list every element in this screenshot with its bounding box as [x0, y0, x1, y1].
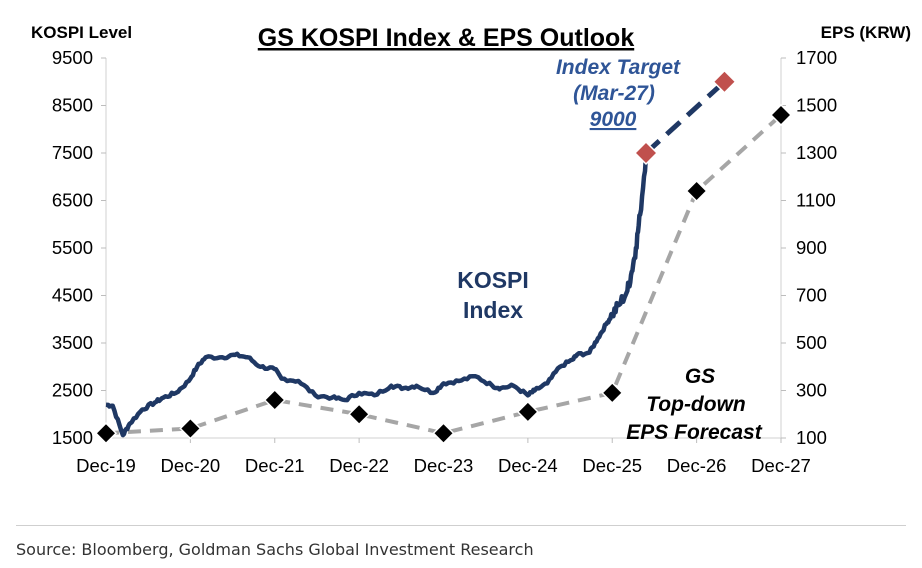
right-tick-label: 100: [796, 427, 827, 448]
chart: GS KOSPI Index & EPS Outlook KOSPI Level…: [31, 23, 911, 476]
left-tick-label: 4500: [52, 285, 93, 306]
x-tick-label: Dec-23: [414, 455, 474, 476]
left-tick-label: 2500: [52, 380, 93, 401]
eps-marker: [516, 400, 539, 423]
target-marker: [712, 69, 737, 94]
left-tick-label: 5500: [52, 237, 93, 258]
x-tick-label: Dec-26: [667, 455, 727, 476]
kospi-label-line1: KOSPI: [457, 267, 529, 293]
eps-forecast-line: [105, 113, 783, 436]
right-tick-label: 500: [796, 332, 827, 353]
left-axis-ticks: 1500 2500 3500 4500 5500 6500 7500 8500 9500: [52, 47, 106, 448]
right-axis-title: EPS (KRW): [821, 23, 911, 42]
index-target-annotation: Index Target (Mar-27) 9000: [556, 56, 681, 131]
eps-marker: [601, 381, 624, 404]
target-label-line3: 9000: [590, 108, 637, 131]
x-tick-label: Dec-24: [498, 455, 558, 476]
left-tick-label: 6500: [52, 190, 93, 211]
eps-annotation: GS Top-down EPS Forecast: [626, 365, 762, 444]
series-layer: [94, 69, 793, 445]
eps-label-line2: Top-down: [646, 393, 746, 416]
eps-label-line3: EPS Forecast: [626, 421, 762, 444]
right-tick-label: 1500: [796, 95, 837, 116]
kospi-index-line: [104, 155, 649, 438]
eps-marker: [769, 103, 793, 127]
x-tick-label: Dec-27: [751, 455, 811, 476]
x-tick-label: Dec-25: [582, 455, 642, 476]
right-tick-label: 300: [796, 380, 827, 401]
right-tick-label: 900: [796, 237, 827, 258]
eps-marker: [263, 388, 286, 412]
eps-marker: [685, 179, 708, 203]
target-marker: [633, 140, 659, 166]
source-note: Source: Bloomberg, Goldman Sachs Global …: [16, 540, 534, 559]
source-separator: [16, 525, 906, 526]
right-tick-label: 1100: [796, 190, 836, 211]
x-axis-ticks: Dec-19 Dec-20 Dec-21 Dec-22 Dec-23 Dec-24 Dec-…: [76, 438, 811, 476]
right-tick-label: 1300: [796, 142, 837, 163]
eps-marker: [348, 403, 371, 426]
index-target-line: [644, 79, 727, 155]
kospi-label-line2: Index: [463, 297, 523, 323]
kospi-annotation: KOSPI Index: [457, 267, 529, 323]
eps-marker: [94, 422, 118, 445]
target-label-line2: (Mar-27): [573, 82, 655, 105]
right-tick-label: 1700: [796, 47, 837, 68]
eps-marker: [432, 422, 455, 445]
eps-label-line1: GS: [685, 365, 715, 388]
x-tick-label: Dec-22: [329, 455, 389, 476]
target-label-line1: Index Target: [556, 56, 681, 79]
right-axis-ticks: 100 300 500 700 900 1100 1300 1500 1700: [781, 47, 837, 448]
right-tick-label: 700: [796, 285, 827, 306]
left-tick-label: 8500: [52, 95, 93, 116]
x-tick-label: Dec-20: [161, 455, 221, 476]
left-axis-title: KOSPI Level: [31, 23, 132, 42]
chart-title: GS KOSPI Index & EPS Outlook: [258, 24, 635, 52]
left-tick-label: 1500: [52, 427, 93, 448]
x-tick-label: Dec-19: [76, 455, 136, 476]
eps-marker: [179, 417, 202, 440]
left-tick-label: 7500: [52, 142, 93, 163]
left-tick-label: 9500: [52, 47, 93, 68]
x-tick-label: Dec-21: [245, 455, 305, 476]
left-tick-label: 3500: [52, 332, 93, 353]
